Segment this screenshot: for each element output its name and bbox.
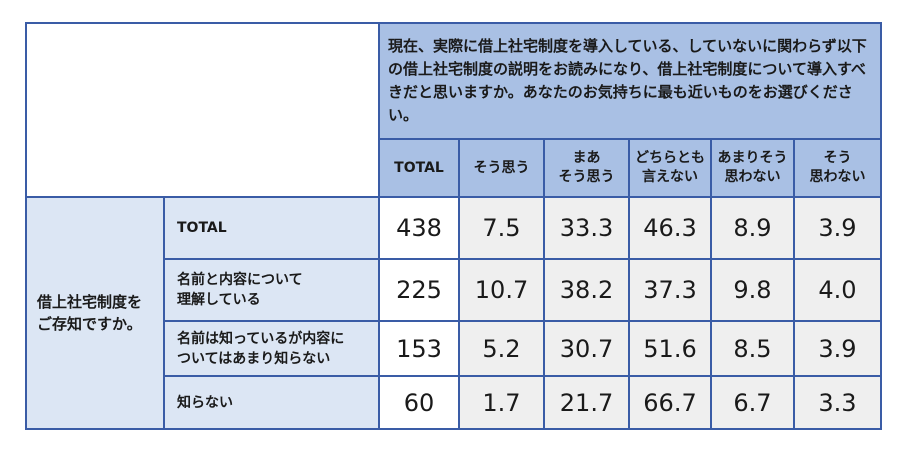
cell-value: 3.9 [793, 320, 882, 377]
column-header: そう 思わない [793, 138, 882, 198]
row-label: TOTAL [163, 196, 380, 260]
cell-value: 38.2 [543, 258, 630, 322]
cell-value: 7.5 [458, 196, 545, 260]
cell-value: 66.7 [628, 375, 712, 430]
question: 現在、実際に借上社宅制度を導入している、していないに関わらず以下の借上社宅制度の… [378, 22, 882, 140]
cell-value: 51.6 [628, 320, 712, 377]
cell-value: 153 [378, 320, 460, 377]
cell-value: 5.2 [458, 320, 545, 377]
row-group-label: 借上社宅制度を ご存知ですか。 [25, 196, 165, 430]
cell-value: 9.8 [710, 258, 795, 322]
row-label: 知らない [163, 375, 380, 430]
cell-value: 60 [378, 375, 460, 430]
cell-value: 8.5 [710, 320, 795, 377]
cell-value: 37.3 [628, 258, 712, 322]
cell-value: 8.9 [710, 196, 795, 260]
cell-value: 1.7 [458, 375, 545, 430]
cell-value: 3.3 [793, 375, 882, 430]
cell-value: 33.3 [543, 196, 630, 260]
cell-value: 4.0 [793, 258, 882, 322]
row-label: 名前と内容について 理解している [163, 258, 380, 322]
cell-value: 6.7 [710, 375, 795, 430]
column-header: そう思う [458, 138, 545, 198]
cell-value: 10.7 [458, 258, 545, 322]
cell-value: 438 [378, 196, 460, 260]
survey-table: 現在、実際に借上社宅制度を導入している、していないに関わらず以下の借上社宅制度の… [25, 22, 882, 430]
row-label: 名前は知っているが内容に ついてはあまり知らない [163, 320, 380, 377]
cell-value: 21.7 [543, 375, 630, 430]
column-header: あまりそう 思わない [710, 138, 795, 198]
column-header: どちらとも 言えない [628, 138, 712, 198]
cell-value: 3.9 [793, 196, 882, 260]
cell-value: 225 [378, 258, 460, 322]
cell-value: 30.7 [543, 320, 630, 377]
cell-value: 46.3 [628, 196, 712, 260]
column-header: TOTAL [378, 138, 460, 198]
column-header: まあ そう思う [543, 138, 630, 198]
empty-corner [25, 22, 380, 198]
